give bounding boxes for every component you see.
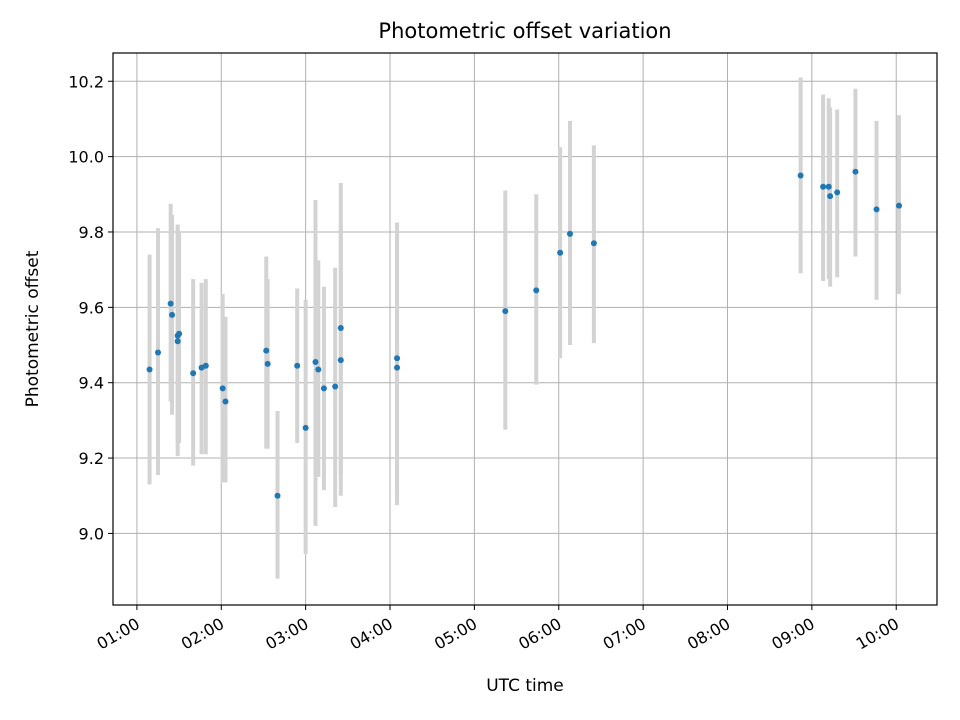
data-point (820, 183, 827, 190)
data-point (174, 338, 181, 345)
data-point (337, 357, 344, 364)
data-point (146, 366, 153, 373)
y-tick-label: 9.8 (79, 223, 104, 242)
data-point (176, 330, 183, 337)
data-point (337, 325, 344, 332)
data-point (294, 362, 301, 369)
data-point (502, 308, 509, 315)
data-point (873, 206, 880, 213)
chart-title: Photometric offset variation (378, 19, 671, 43)
data-point (302, 424, 309, 431)
x-axis-label: UTC time (486, 676, 564, 696)
data-point (566, 230, 573, 237)
y-tick-label: 9.4 (79, 374, 104, 393)
data-point (852, 168, 859, 175)
data-point (827, 193, 834, 200)
data-point (264, 360, 271, 367)
data-point (315, 366, 322, 373)
y-axis-label: Photometric offset (23, 250, 43, 407)
data-point (557, 249, 564, 256)
data-point (219, 385, 226, 392)
data-point (394, 355, 401, 362)
y-tick-label: 9.2 (79, 449, 104, 468)
data-point (394, 364, 401, 371)
data-point (169, 311, 176, 318)
data-point (834, 189, 841, 196)
y-tick-label: 9.0 (79, 524, 104, 543)
data-point (825, 183, 832, 190)
data-point (533, 287, 540, 294)
data-point (202, 362, 209, 369)
data-point (190, 370, 197, 377)
data-point (274, 492, 281, 499)
y-tick-label: 10.2 (68, 72, 104, 91)
y-tick-label: 10.0 (68, 148, 104, 167)
data-point (797, 172, 804, 179)
y-axis: 9.0 9.2 9.4 9.6 9.8 10.0 10.2 (68, 72, 113, 543)
plot-frame (112, 52, 938, 606)
y-tick-label: 9.6 (79, 298, 104, 317)
data-point (332, 383, 339, 390)
data-point (590, 240, 597, 247)
data-point (222, 398, 229, 405)
data-point (167, 300, 174, 307)
data-point (896, 202, 903, 209)
data-points (146, 168, 903, 499)
data-point (154, 349, 161, 356)
data-point (320, 385, 327, 392)
data-point (312, 358, 319, 365)
data-point (263, 347, 270, 354)
